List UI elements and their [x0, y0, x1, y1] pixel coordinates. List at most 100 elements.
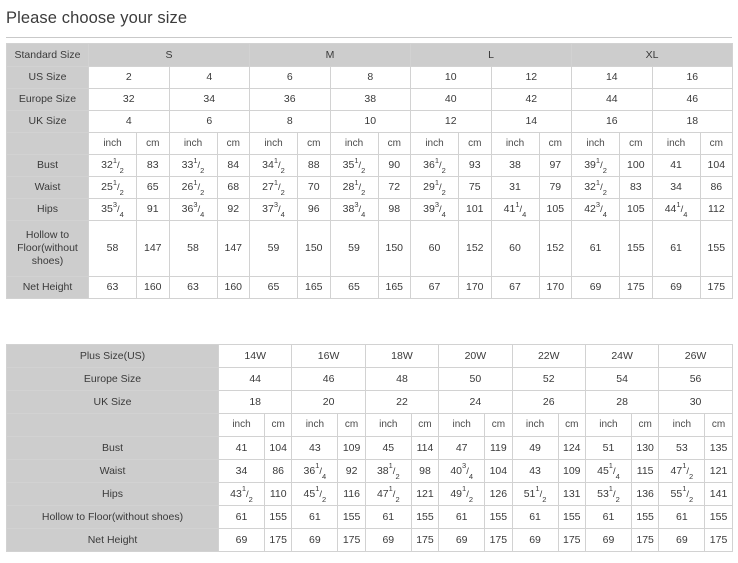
standard-size-chart: Standard Size S M L XL US Size 2 4 6 8 10 12 14 16 Eur…	[6, 43, 734, 299]
unit-header-cm: cm	[297, 132, 331, 155]
hollow-to-floor-inch-value: 58	[88, 220, 137, 277]
europe-size-value: 34	[168, 88, 251, 111]
bust-inch-value: 53	[658, 436, 706, 460]
hips-cm-value: 141	[704, 482, 733, 506]
net-height-cm-value: 175	[557, 528, 586, 552]
hips-inch-value: 531/2	[584, 482, 632, 506]
unit-header-inch: inch	[511, 413, 559, 437]
table-row: Standard Size S M L XL	[6, 43, 734, 67]
plus-size-value-26w: 26W	[658, 344, 733, 368]
hips-cm-value: 131	[557, 482, 586, 506]
row-label-units-blank	[6, 132, 89, 155]
row-label-bust: Bust	[6, 436, 219, 460]
us-size-value: 2	[88, 66, 170, 89]
europe-size-value: 38	[329, 88, 412, 111]
unit-header-cm: cm	[557, 413, 586, 437]
hips-cm-value: 91	[136, 198, 170, 221]
bust-inch-value: 41	[218, 436, 265, 460]
hollow-to-floor-inch-value: 61	[511, 505, 559, 529]
hollow-to-floor-inch-value: 59	[329, 220, 379, 277]
hips-cm-value: 110	[263, 482, 293, 506]
table-row: Waist 34 86 361/4 92 381/2 98 403/4 104 43 109 451/…	[6, 459, 733, 483]
hips-inch-value: 451/2	[291, 482, 339, 506]
hips-cm-value: 126	[484, 482, 513, 506]
title-divider	[6, 37, 732, 38]
uk-size-value: 12	[410, 110, 492, 133]
row-label-europe-size: Europe Size	[6, 88, 89, 111]
uk-size-value: 24	[438, 390, 513, 414]
europe-size-value: 50	[438, 367, 513, 391]
us-size-value: 6	[249, 66, 331, 89]
table-row: inch cm inch cm inch cm inch cm inch cm inch cm inch…	[6, 132, 734, 155]
table-row: Hollow to Floor(without shoes) 61 155 61 155…	[6, 505, 733, 529]
hollow-to-floor-cm-value: 155	[263, 505, 293, 529]
waist-cm-value: 75	[458, 176, 492, 199]
bust-inch-value: 331/2	[168, 154, 218, 177]
bust-inch-value: 41	[651, 154, 701, 177]
europe-size-value: 54	[584, 367, 660, 391]
bust-cm-value: 97	[538, 154, 573, 177]
bust-cm-value: 88	[297, 154, 331, 177]
table-row: UK Size 18 20 22 24 26 28 30	[6, 390, 733, 414]
table-row: Europe Size 44 46 48 50 52 54 56	[6, 367, 733, 391]
hollow-to-floor-inch-value: 59	[249, 220, 299, 277]
europe-size-value: 48	[364, 367, 440, 391]
bust-inch-value: 47	[438, 436, 486, 460]
row-label-europe-size: Europe Size	[6, 367, 219, 391]
unit-header-inch: inch	[364, 413, 412, 437]
waist-cm-value: 70	[297, 176, 331, 199]
waist-inch-value: 403/4	[438, 459, 486, 483]
us-size-value: 14	[571, 66, 653, 89]
table-row: Europe Size 32 34 36 38 40 42 44 46	[6, 88, 734, 111]
hips-cm-value: 101	[458, 198, 492, 221]
hollow-to-floor-cm-value: 150	[377, 220, 412, 277]
uk-size-value: 28	[584, 390, 660, 414]
hips-inch-value: 373/4	[249, 198, 299, 221]
hips-inch-value: 383/4	[329, 198, 379, 221]
unit-header-inch: inch	[658, 413, 706, 437]
net-height-cm-value: 175	[619, 276, 653, 299]
hollow-to-floor-inch-value: 61	[218, 505, 265, 529]
hollow-to-floor-cm-value: 155	[557, 505, 586, 529]
europe-size-value: 44	[217, 367, 293, 391]
hollow-to-floor-inch-value: 60	[490, 220, 540, 277]
unit-header-cm: cm	[458, 132, 492, 155]
hips-cm-value: 105	[538, 198, 573, 221]
bust-cm-value: 104	[699, 154, 734, 177]
unit-header-cm: cm	[630, 413, 660, 437]
hips-cm-value: 112	[699, 198, 734, 221]
net-height-inch-value: 69	[651, 276, 701, 299]
net-height-inch-value: 69	[511, 528, 559, 552]
page-title: Please choose your size	[6, 9, 188, 27]
table-row: inch cm inch cm inch cm inch cm inch cm inch cm inch…	[6, 413, 733, 437]
hips-inch-value: 471/2	[364, 482, 412, 506]
net-height-inch-value: 63	[88, 276, 137, 299]
europe-size-value: 46	[291, 367, 366, 391]
hips-cm-value: 116	[337, 482, 366, 506]
table-row: US Size 2 4 6 8 10 12 14 16	[6, 66, 734, 89]
unit-header-cm: cm	[410, 413, 440, 437]
waist-inch-value: 271/2	[249, 176, 299, 199]
size-group-m: M	[249, 43, 412, 67]
waist-cm-value: 115	[630, 459, 660, 483]
hips-cm-value: 121	[410, 482, 440, 506]
hollow-to-floor-cm-value: 155	[410, 505, 440, 529]
uk-size-value: 16	[571, 110, 653, 133]
waist-cm-value: 98	[410, 459, 440, 483]
table-row: UK Size 4 6 8 10 12 14 16 18	[6, 110, 734, 133]
waist-cm-value: 65	[136, 176, 170, 199]
unit-header-cm: cm	[538, 132, 573, 155]
net-height-cm-value: 175	[337, 528, 366, 552]
row-label-bust: Bust	[6, 154, 89, 177]
unit-header-inch: inch	[218, 413, 265, 437]
unit-header-cm: cm	[136, 132, 170, 155]
net-height-cm-value: 175	[484, 528, 513, 552]
cell-text: Hollow to Floor(without shoes)	[17, 228, 78, 268]
net-height-inch-value: 69	[438, 528, 486, 552]
uk-size-value: 30	[658, 390, 733, 414]
uk-size-value: 26	[511, 390, 586, 414]
size-group-s: S	[87, 43, 251, 67]
hollow-to-floor-cm-value: 155	[337, 505, 366, 529]
bust-inch-value: 38	[490, 154, 540, 177]
unit-header-cm: cm	[263, 413, 293, 437]
